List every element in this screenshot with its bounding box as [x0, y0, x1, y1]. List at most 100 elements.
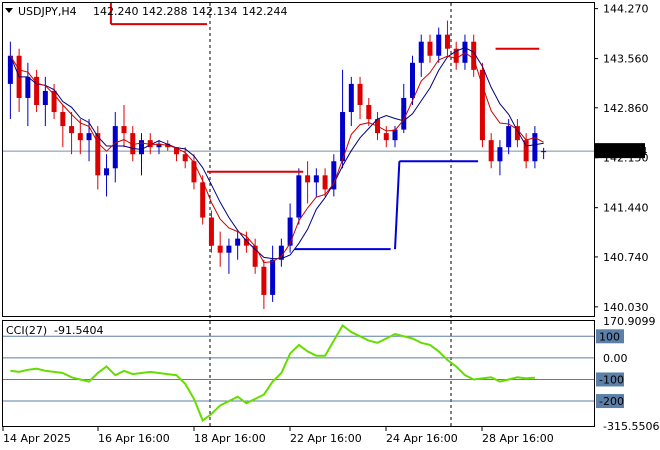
price-tick-label: 142.860 [603, 102, 649, 115]
time-tick-label: 18 Apr 16:00 [194, 432, 266, 445]
candle-body [514, 126, 520, 141]
price-axis: 144.270143.560142.860142.150141.440140.7… [594, 3, 649, 314]
price-tick-label: 141.440 [603, 202, 649, 215]
candle-body [287, 217, 293, 246]
candle-body [348, 83, 354, 113]
candle-body [532, 133, 538, 162]
candle-body [479, 69, 485, 141]
candle-body [112, 126, 118, 169]
candle-body [488, 140, 494, 162]
candle-body [156, 143, 162, 148]
candle-body [51, 90, 57, 113]
candles [7, 20, 547, 309]
stop-connector [394, 161, 401, 250]
candle-body [34, 76, 40, 105]
candle-body [200, 182, 206, 218]
candle-body [25, 76, 31, 98]
time-tick-label: 14 Apr 2025 [3, 432, 71, 445]
time-tick-label: 22 Apr 16:00 [290, 432, 362, 445]
price-tick-label: 140.030 [603, 301, 649, 314]
candle-body [357, 83, 363, 105]
cci-label: CCI(27) [6, 324, 47, 337]
candle-body [340, 112, 346, 162]
candle-body [69, 126, 75, 134]
cci-axis-label: 0.00 [603, 352, 628, 365]
candle-body [226, 245, 232, 253]
cci-axis-label: 170.9099 [603, 315, 656, 328]
time-axis: 14 Apr 2025 16 Apr 16:00 18 Apr 16:00 22 Ap… [2, 427, 554, 445]
candle-body [313, 175, 319, 183]
ohlc-high: 142.288 [142, 5, 188, 18]
cci-axis-label: -315.5506 [603, 420, 659, 433]
current-price-tag-label: 142.244 [602, 145, 648, 158]
candle-body [252, 245, 258, 267]
candle-body [392, 129, 398, 141]
candle-body [130, 133, 136, 155]
candle-body [139, 140, 144, 155]
current-price-tag [595, 143, 645, 159]
candle-body [173, 147, 179, 155]
main-panel-frame [2, 2, 595, 317]
candle-body [410, 62, 415, 98]
candle-body [147, 140, 153, 148]
cci-level-tag [596, 329, 624, 344]
candle-body [418, 41, 424, 63]
chart-symbol: USDJPY,H4 [18, 5, 77, 18]
candle-body [278, 245, 284, 260]
candle-body [60, 112, 66, 127]
cci-axis-label: 100 [599, 330, 620, 343]
candle-body [436, 34, 442, 56]
cci-line [10, 324, 535, 423]
candle-body [95, 133, 101, 176]
price-tick-label: 140.740 [603, 251, 649, 264]
candle-body [331, 161, 337, 190]
ohlc-open: 142.240 [93, 5, 139, 18]
price-tick-label: 143.560 [603, 53, 649, 66]
cci-axis-label: -200 [599, 395, 624, 408]
cci-indicator: 170.9099 100 0.00 -100 -200 -315.5506 [3, 315, 659, 433]
candle-body [121, 126, 127, 134]
candle-body [270, 259, 276, 295]
fast-ma-line [9, 52, 544, 264]
candle-body [191, 161, 197, 183]
period-separators [209, 3, 452, 426]
candle-body [471, 41, 477, 70]
candle-body [182, 154, 188, 162]
candle-body [77, 133, 83, 141]
candle-body [506, 126, 512, 148]
candle-body [383, 133, 389, 141]
trailing-stops [109, 3, 540, 251]
candle-body [243, 238, 249, 246]
candle-body [427, 41, 433, 56]
price-tick-label: 144.270 [603, 3, 649, 16]
candle-body [462, 41, 468, 63]
cci-level-tag [596, 372, 624, 387]
candle-body [104, 168, 110, 176]
candle-body [86, 133, 92, 141]
candle-body [305, 175, 311, 183]
candle-body [444, 34, 450, 49]
cci-panel-frame [2, 320, 595, 427]
candle-body [235, 238, 241, 246]
cci-value: -91.5404 [54, 324, 103, 337]
moving-averages [9, 46, 544, 264]
candle-body [296, 175, 302, 218]
ohlc-close: 142.244 [242, 5, 288, 18]
dropdown-triangle-icon[interactable] [5, 8, 13, 13]
candle-body [366, 104, 372, 120]
candle-body [261, 266, 267, 295]
candle-body [401, 97, 407, 130]
candle-body [453, 48, 459, 63]
candle-body [208, 217, 214, 246]
cci-level-tag [596, 394, 624, 409]
ohlc-low: 142.134 [192, 5, 238, 18]
slow-ma-line [9, 46, 544, 260]
cci-axis-label: -100 [599, 373, 624, 386]
candle-body [322, 175, 328, 190]
candle-body [523, 140, 529, 162]
candle-body [497, 147, 503, 162]
time-tick-label: 28 Apr 16:00 [482, 432, 554, 445]
time-tick-label: 24 Apr 16:00 [386, 432, 458, 445]
candle-body [42, 90, 48, 105]
